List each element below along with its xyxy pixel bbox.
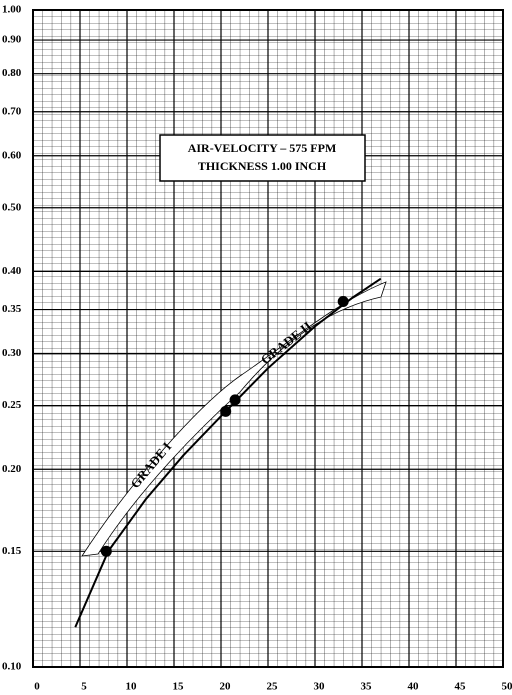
y-tick-label: 0.50 (2, 201, 22, 213)
y-tick-label: 0.35 (2, 303, 22, 315)
layer: 0 5 10 15 20 25 30 35 40 45 50 1.00 0.90 0.80 0.70 0.60… (2, 4, 512, 693)
x-tick-label: 25 (267, 681, 279, 693)
y-tick-label: 0.80 (2, 67, 22, 79)
y-tick-label: 0.30 (2, 347, 22, 359)
x-tick-label: 50 (502, 681, 512, 693)
y-tick-label: 1.00 (2, 4, 22, 16)
data-point (229, 394, 241, 406)
y-tick-label: 0.15 (2, 545, 22, 557)
x-tick-label: 30 (314, 681, 326, 693)
x-tick-label: 5 (81, 681, 87, 693)
y-tick-label: 0.60 (2, 149, 22, 161)
grade-band (81, 281, 387, 557)
x-tick-label: 15 (173, 681, 185, 693)
y-tick-label: 0.20 (2, 463, 22, 475)
x-tick-label: 0 (34, 681, 40, 693)
data-point (100, 545, 112, 557)
annotation: THICKNESS 1.00 INCH (198, 159, 327, 173)
data-point (220, 405, 232, 417)
y-tick-label: 0.10 (2, 661, 22, 673)
x-tick-label: 35 (361, 681, 373, 693)
y-tick-label: 0.25 (2, 399, 22, 411)
x-tick-label: 45 (455, 681, 467, 693)
annotation: AIR-VELOCITY – 575 FPM (188, 141, 337, 155)
x-tick-label: 20 (220, 681, 232, 693)
y-tick-label: 0.70 (2, 105, 22, 117)
x-tick-label: 40 (408, 681, 420, 693)
y-tick-label: 0.40 (2, 265, 22, 277)
y-tick-label: 0.90 (2, 34, 22, 46)
data-point (337, 296, 349, 308)
annotation-box (159, 134, 366, 182)
x-tick-label: 10 (126, 681, 138, 693)
